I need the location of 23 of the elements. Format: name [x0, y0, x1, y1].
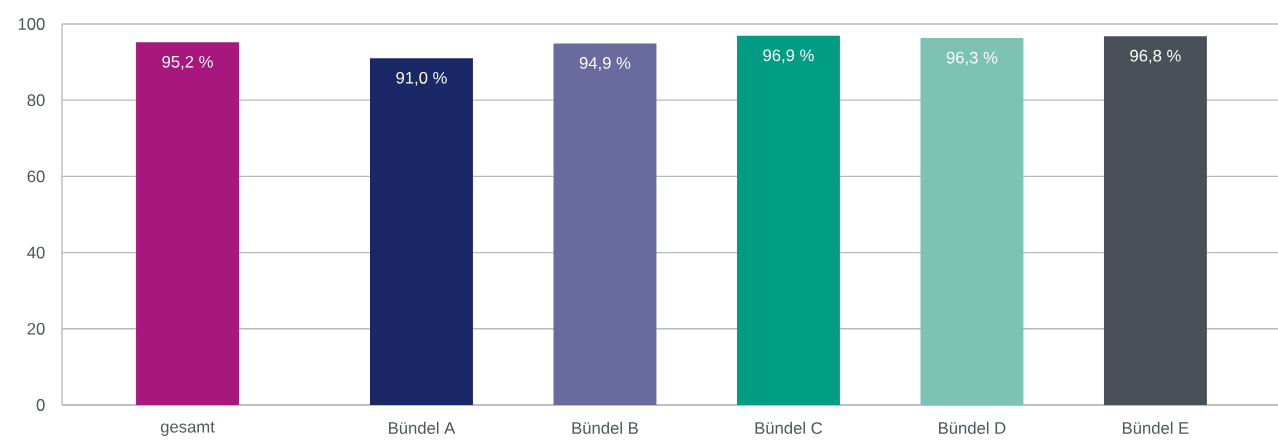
y-tick-label: 100 — [18, 18, 45, 30]
y-tick-label: 20 — [27, 322, 45, 335]
x-tick-label: Bündel D — [939, 421, 1006, 434]
bar — [920, 38, 1024, 405]
data-label: 96,8 % — [1130, 49, 1181, 64]
y-tick-label: 0 — [36, 399, 45, 411]
x-tick-label: gesamt — [160, 421, 215, 436]
data-label: 96,9 % — [763, 49, 814, 64]
bar — [553, 43, 657, 405]
data-label: 95,2 % — [162, 55, 213, 70]
x-tick-label: Bündel A — [389, 421, 456, 434]
x-tick-label: Bündel C — [755, 421, 823, 434]
x-tick-label: Bündel E — [1122, 421, 1189, 434]
data-label: 91,0 % — [396, 71, 447, 86]
bar — [1103, 36, 1207, 405]
bar — [370, 58, 473, 405]
bar — [736, 35, 840, 405]
x-tick-label: Bündel B — [572, 421, 638, 434]
y-tick-label: 60 — [27, 170, 45, 183]
y-tick-label: 80 — [27, 94, 45, 107]
data-label: 96,3 % — [946, 51, 998, 66]
y-tick-label: 40 — [27, 246, 45, 259]
data-label: 94,9 % — [579, 57, 631, 71]
